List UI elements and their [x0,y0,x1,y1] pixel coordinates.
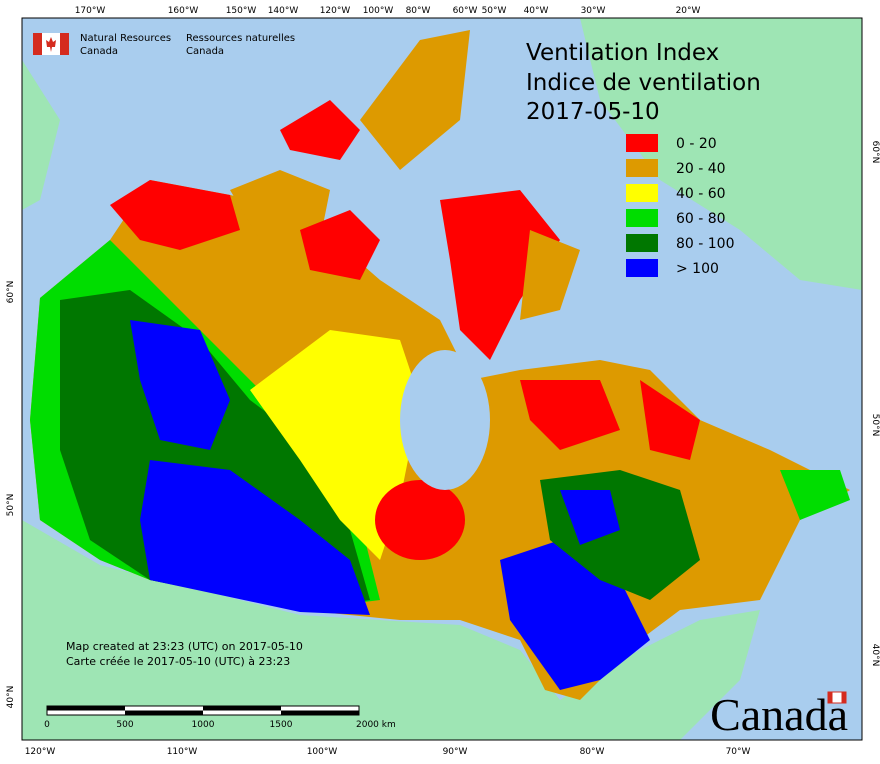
bottom-lon-label: 120°W [25,747,56,757]
left-lat-label: 50°N [6,494,16,517]
legend-swatch [626,159,658,177]
top-lon-label: 80°W [406,6,431,16]
red-zone-nl [640,380,700,460]
scale-seg [203,706,281,711]
map-border [21,17,863,741]
note: Carte créée le 2017-05-10 (UTC) à 23:23 [66,655,290,668]
scale-label: 1000 [192,720,215,730]
top-lon-label: 100°W [363,6,394,16]
top-lon-label: 30°W [581,6,606,16]
red-zone-ontario [375,480,465,560]
top-lon-label: 50°W [482,6,507,16]
bottom-lon-label: 90°W [443,747,468,757]
top-lon-label: 20°W [676,6,701,16]
canada-wordmark: Canada [710,689,848,740]
agency-fr: Ressources naturelles [186,33,295,44]
bottom-lon-label: 70°W [726,747,751,757]
legend-label: 80 - 100 [676,236,735,252]
legend-label: 60 - 80 [676,211,726,227]
note: Map created at 23:23 (UTC) on 2017-05-10 [66,640,303,653]
legend-label: 40 - 60 [676,186,726,202]
legend: 0 - 20 20 - 40 40 - 60 60 - 80 80 - 100 > 100 [626,134,735,277]
scale-seg [281,710,359,715]
legend-label: 20 - 40 [676,161,726,177]
blue-zone-prairie [140,460,370,615]
blue-zone-quebec [560,490,620,545]
legend-swatch [626,209,658,227]
scale-seg [47,706,125,711]
legend-swatch [626,184,658,202]
bottom-lon-label: 100°W [307,747,338,757]
bottom-lon-label: 80°W [580,747,605,757]
agency-fr: Canada [186,46,224,57]
top-lon-label: 40°W [524,6,549,16]
alaska [22,60,60,210]
blue-zone-west [130,320,230,450]
scale-seg [125,710,203,715]
top-lon-label: 120°W [320,6,351,16]
right-lat-label: 60°N [870,141,880,164]
flag-bar [60,33,69,55]
top-lon-label: 60°W [453,6,478,16]
map-frame [22,18,862,740]
wordmark-flag-bar [841,692,846,703]
top-lon-label: 150°W [226,6,257,16]
red-zone-labrador [520,380,620,450]
title: Indice de ventilation [526,70,761,96]
flag-bar [33,33,42,55]
top-lon-label: 140°W [268,6,299,16]
ellesmere [360,30,470,170]
nrcan-signature: Natural Resources Canada Ressources natu… [33,33,295,57]
scale-label: 0 [44,720,50,730]
newfoundland [780,470,850,520]
scale-label: 1500 [270,720,293,730]
red-zone-yukon [110,180,240,250]
hudson-bay [400,350,490,490]
usa [22,520,760,740]
scale-label: 2000 km [356,720,396,730]
legend-label: > 100 [676,261,719,277]
flag-leaf [46,37,56,52]
agency-en: Canada [80,46,118,57]
wordmark-flag-bar [828,692,833,703]
graticule-labels: 170°W 160°W 150°W 140°W 120°W 100°W 80°W 60°W 50… [6,6,880,757]
yellow-zone [250,330,420,560]
top-lon-label: 170°W [75,6,106,16]
right-lat-label: 50°N [870,414,880,437]
legend-swatch [626,134,658,152]
arctic-island-2 [300,210,380,280]
arctic-island-3 [280,100,360,160]
legend-swatch [626,234,658,252]
scale-label: 500 [116,720,133,730]
bottom-lon-label: 110°W [167,747,198,757]
left-lat-label: 60°N [6,281,16,304]
left-lat-label: 40°N [6,686,16,709]
baffin-east [520,230,580,320]
agency-en: Natural Resources [80,33,171,44]
title: Ventilation Index [526,40,719,66]
arctic-island-1 [230,170,330,240]
scale-bar: 0 500 1000 1500 2000 km [44,705,396,730]
legend-label: 0 - 20 [676,136,717,152]
legend-swatch [626,259,658,277]
right-lat-label: 40°N [870,644,880,667]
date: 2017-05-10 [526,99,660,125]
greenland [580,18,862,290]
top-lon-label: 160°W [168,6,199,16]
